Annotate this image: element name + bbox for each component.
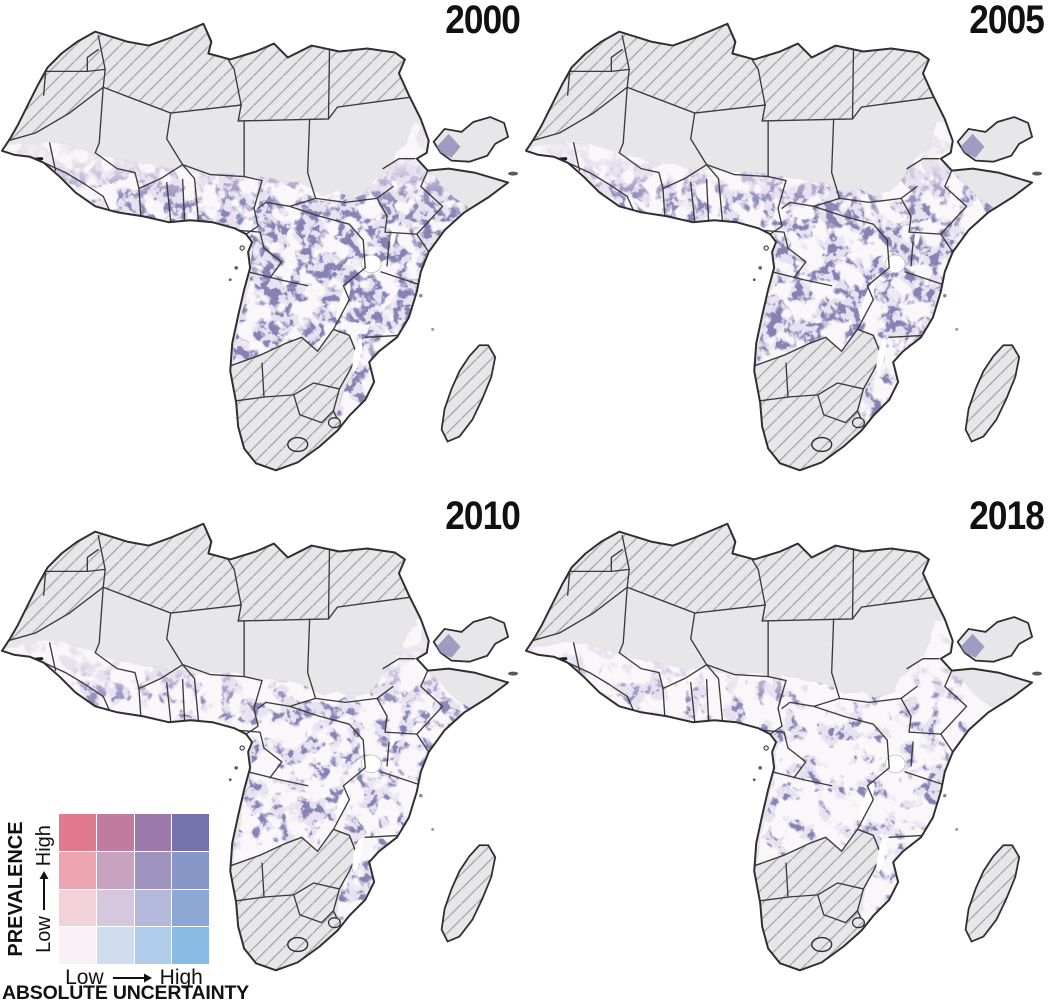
legend-cell-r3c2 xyxy=(134,927,172,964)
legend-cell-r3c1 xyxy=(96,927,134,964)
up-arrow-icon xyxy=(39,871,49,911)
legend-cell-r0c2 xyxy=(134,814,172,851)
legend-cell-r2c2 xyxy=(134,889,172,927)
africa-map-2000 xyxy=(0,0,524,500)
year-label: 2018 xyxy=(969,494,1045,538)
legend-cell-r1c3 xyxy=(172,851,209,889)
map-panel-2018: 2018 xyxy=(524,494,1048,1000)
legend-cell-r1c1 xyxy=(96,851,134,889)
legend-cell-r3c0 xyxy=(59,927,96,964)
legend-cell-r1c0 xyxy=(59,851,96,889)
year-label: 2010 xyxy=(445,494,521,538)
legend-x-axis-scale: Low High xyxy=(59,966,209,990)
legend-cell-r0c3 xyxy=(172,814,209,851)
legend-cell-r0c1 xyxy=(96,814,134,851)
legend-cell-r3c3 xyxy=(172,927,209,964)
bivariate-legend-grid xyxy=(59,814,209,964)
year-label: 2000 xyxy=(445,0,521,42)
legend-cell-r2c1 xyxy=(96,889,134,927)
legend-x-low-label: Low xyxy=(65,966,104,989)
africa-map-2005 xyxy=(524,0,1048,500)
legend-cell-r2c0 xyxy=(59,889,96,927)
africa-map-2018 xyxy=(524,500,1048,1000)
legend-cell-r2c3 xyxy=(172,889,209,927)
legend-x-high-label: High xyxy=(159,966,203,989)
legend-y-axis-scale: Low High xyxy=(33,814,55,964)
legend-y-low-label: Low xyxy=(32,916,55,953)
map-panel-2005: 2005 xyxy=(524,0,1048,500)
bivariate-legend: PREVALENCE Low High Low High ABSOLUTE UN… xyxy=(2,786,264,1004)
legend-y-high-label: High xyxy=(32,825,55,867)
map-panel-2000: 2000 xyxy=(0,0,524,500)
legend-cell-r0c0 xyxy=(59,814,96,851)
legend-cell-r1c2 xyxy=(134,851,172,889)
legend-x-axis-title: ABSOLUTE UNCERTAINTY xyxy=(2,982,249,1004)
right-arrow-icon xyxy=(112,973,152,983)
legend-y-axis-title: PREVALENCE xyxy=(4,821,27,957)
year-label: 2005 xyxy=(969,0,1045,42)
